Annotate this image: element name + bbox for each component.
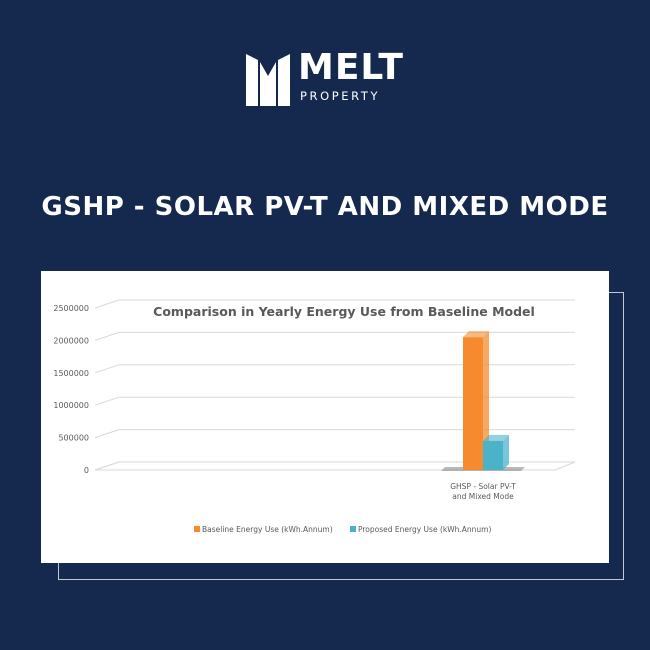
grid-line-side	[94, 299, 120, 309]
page-headline: GSHP - SOLAR PV-T AND MIXED MODE	[41, 192, 609, 222]
category-label: GHSP - Solar PV-T	[450, 482, 516, 491]
brand-subtitle: PROPERTY	[300, 89, 381, 103]
legend-swatch	[350, 526, 356, 532]
y-tick-label: 500000	[58, 434, 89, 443]
grid-line-side	[94, 331, 120, 341]
grid-line-side	[94, 429, 120, 439]
chart-legend: Baseline Energy Use (kWh.Annum) Proposed …	[194, 525, 491, 534]
y-tick-label: 2500000	[53, 304, 89, 313]
melt-logo-mark-icon	[246, 54, 290, 106]
brand-name: MELT	[298, 47, 404, 88]
legend-swatch	[194, 526, 200, 532]
y-tick-label: 1000000	[53, 401, 89, 410]
chart-title: Comparison in Yearly Energy Use from Bas…	[153, 304, 535, 319]
energy-comparison-chart: 0 500000 1000000 1500000 2000000 2500000 Comp…	[53, 299, 576, 534]
chart-floor	[94, 461, 576, 471]
y-axis-ticks: 0 500000 1000000 1500000 2000000 2500000	[53, 304, 89, 475]
bar-proposed	[483, 440, 503, 470]
bars	[441, 331, 525, 471]
bar-top	[463, 331, 489, 338]
y-tick-label: 0	[84, 466, 89, 475]
grid-line-side	[94, 364, 120, 374]
chart-card: 0 500000 1000000 1500000 2000000 2500000 Comp…	[41, 271, 609, 563]
bar-side	[503, 434, 509, 470]
category-label: and Mixed Mode	[452, 492, 514, 501]
bar-top	[483, 434, 509, 441]
bar-side	[483, 331, 489, 470]
grid-line-side	[94, 396, 120, 406]
y-tick-label: 1500000	[53, 369, 89, 378]
legend-label: Baseline Energy Use (kWh.Annum)	[202, 525, 333, 534]
legend-label: Proposed Energy Use (kWh.Annum)	[358, 525, 491, 534]
brand-logo: MELT PROPERTY	[246, 48, 406, 112]
y-tick-label: 2000000	[53, 336, 89, 345]
bar-baseline	[463, 337, 483, 470]
